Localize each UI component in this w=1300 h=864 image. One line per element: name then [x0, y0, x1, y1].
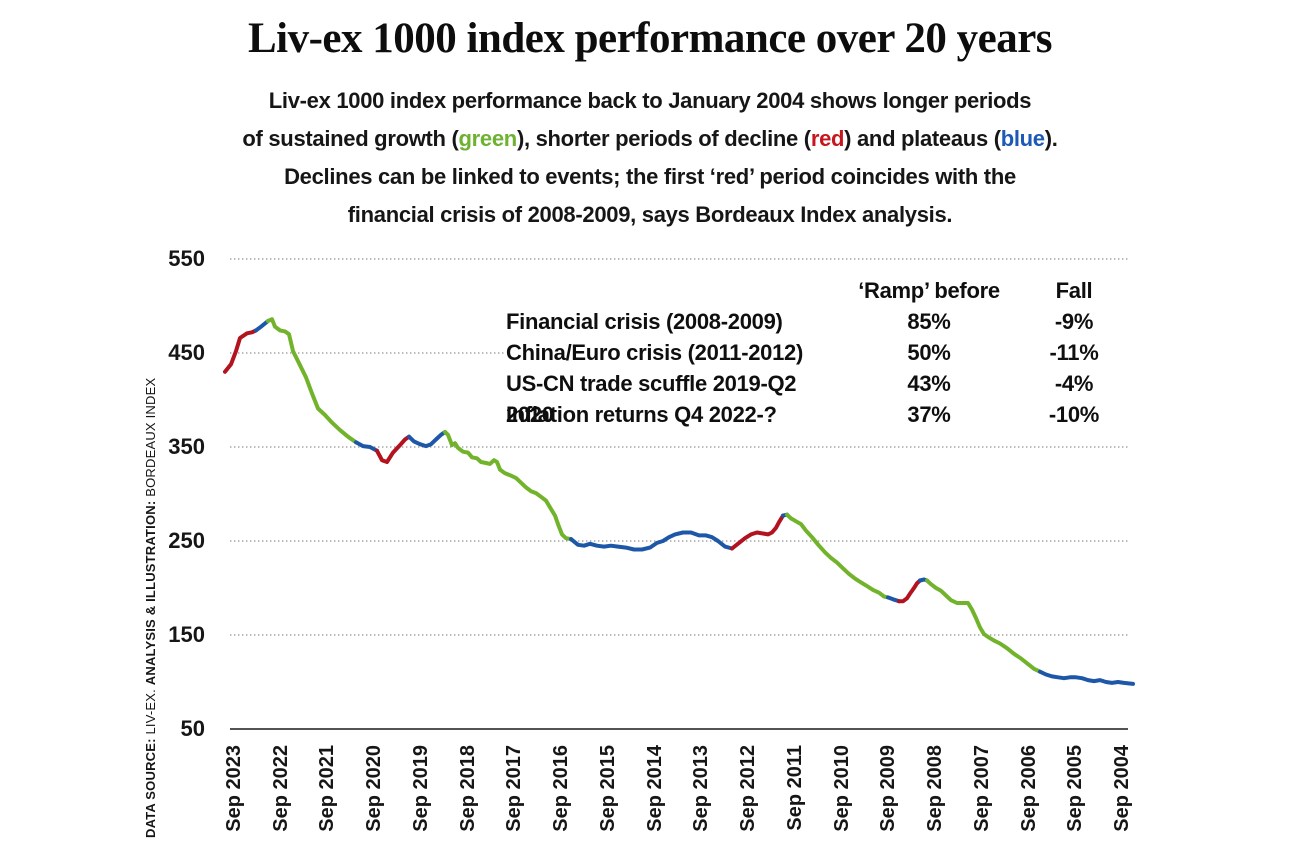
x-tick-label: Sep 2006 [1017, 745, 1040, 832]
page-title: Liv-ex 1000 index performance over 20 ye… [247, 15, 1053, 62]
event-ramp-value: 85% [907, 309, 951, 334]
event-ramp-value: 37% [907, 402, 951, 427]
event-fall-value: -9% [1054, 309, 1094, 334]
line-segment-plateau [254, 319, 270, 333]
subtitle-word-blue: blue [1000, 126, 1045, 151]
event-label: US-CN trade scuffle 2019-Q2 2020 [506, 371, 797, 427]
source-note-part: ANALYSIS & ILLUSTRATION: [143, 500, 158, 686]
x-tick-label: Sep 2022 [269, 745, 292, 832]
x-tick-label: Sep 2011 [783, 745, 806, 831]
event-ramp-value: 43% [907, 371, 951, 396]
line-segment-decline [730, 513, 785, 551]
x-tick-label: Sep 2008 [924, 745, 947, 832]
x-tick-label: Sep 2005 [1064, 745, 1087, 832]
y-tick-label: 350 [168, 434, 205, 459]
event-ramp-value: 50% [907, 340, 951, 365]
subtitle-word-red: red [810, 126, 845, 151]
x-tick-label: Sep 2017 [503, 745, 526, 832]
event-label: China/Euro crisis (2011-2012) [506, 340, 804, 365]
line-segment-growth [925, 578, 1042, 674]
line-segment-plateau [407, 430, 447, 449]
x-tick-label: Sep 2004 [1111, 745, 1133, 832]
x-tick-label: Sep 2016 [550, 745, 573, 832]
subtitle-line2-p2: ), shorter periods of decline ( [516, 126, 811, 151]
x-tick-label: Sep 2023 [223, 745, 245, 832]
source-note-part: BORDEAUX INDEX [143, 377, 158, 501]
x-tick-label: Sep 2015 [596, 745, 619, 832]
subtitle-line2-p3: ) and plateaus ( [844, 126, 1001, 151]
events-table-header-fall: Fall [1055, 278, 1093, 303]
y-tick-label: 150 [168, 622, 205, 647]
events-table-header-ramp: ‘Ramp’ before [858, 278, 1000, 303]
line-segment-growth [266, 317, 358, 445]
x-tick-label: Sep 2009 [877, 745, 900, 832]
events-table: ‘Ramp’ before Fall Financial crisis (200… [506, 276, 1138, 430]
line-segment-plateau [1038, 669, 1135, 686]
event-fall-value: -11% [1049, 340, 1099, 365]
events-table-header-row: ‘Ramp’ before Fall [506, 276, 1138, 306]
events-table-row: US-CN trade scuffle 2019-Q2 2020 43% -4% [506, 368, 1138, 427]
chart-subtitle: Liv-ex 1000 index performance back to Ja… [0, 82, 1300, 234]
event-fall-value: -10% [1048, 402, 1100, 427]
x-tick-label: Sep 2013 [690, 745, 713, 832]
x-tick-label: Sep 2019 [409, 745, 432, 832]
y-tick-label: 50 [180, 716, 205, 741]
events-table-row: China/Euro crisis (2011-2012) 50% -11% [506, 337, 1138, 368]
line-segment-growth [443, 430, 573, 542]
line-segment-plateau [569, 530, 734, 552]
event-fall-value: -4% [1054, 371, 1094, 396]
subtitle-line-1: Liv-ex 1000 index performance back to Ja… [268, 88, 1032, 113]
subtitle-line2-p4: ). [1044, 126, 1058, 151]
subtitle-word-green: green [458, 126, 518, 151]
line-segment-decline [223, 328, 258, 374]
x-tick-label: Sep 2018 [456, 745, 479, 832]
y-tick-label: 250 [168, 528, 205, 553]
subtitle-line-2: of sustained growth (green), shorter per… [0, 120, 1300, 158]
y-tick-label: 450 [168, 340, 205, 365]
subtitle-line-3: Declines can be linked to events; the fi… [284, 164, 1016, 189]
event-label: Inflation returns Q4 2022-? [506, 402, 777, 427]
events-table-row: Financial crisis (2008-2009) 85% -9% [506, 306, 1138, 337]
source-note: DATA SOURCE: LIV-EX. ANALYSIS & ILLUSTRA… [143, 362, 160, 838]
x-tick-label: Sep 2020 [363, 745, 386, 832]
events-table-header-spacer [506, 276, 848, 306]
line-segment-plateau [886, 595, 901, 604]
x-tick-label: Sep 2012 [737, 745, 760, 832]
y-tick-label: 550 [168, 246, 205, 271]
subtitle-line2-p1: of sustained growth ( [242, 126, 459, 151]
source-note-part: DATA SOURCE: [143, 738, 158, 838]
line-segment-plateau [354, 440, 379, 453]
line-segment-decline [375, 434, 411, 464]
x-tick-label: Sep 2010 [830, 745, 853, 832]
event-label: Financial crisis (2008-2009) [506, 309, 783, 334]
x-tick-label: Sep 2021 [316, 745, 339, 832]
x-tick-label: Sep 2007 [970, 745, 993, 832]
source-note-part: LIV-EX. [143, 685, 158, 739]
subtitle-line-4: financial crisis of 2008-2009, says Bord… [347, 202, 953, 227]
x-tick-label: Sep 2014 [643, 745, 666, 832]
events-table-row: Inflation returns Q4 2022-? 37% -10% [506, 399, 1138, 430]
line-segment-growth [785, 512, 890, 600]
line-segment-decline [897, 578, 922, 604]
